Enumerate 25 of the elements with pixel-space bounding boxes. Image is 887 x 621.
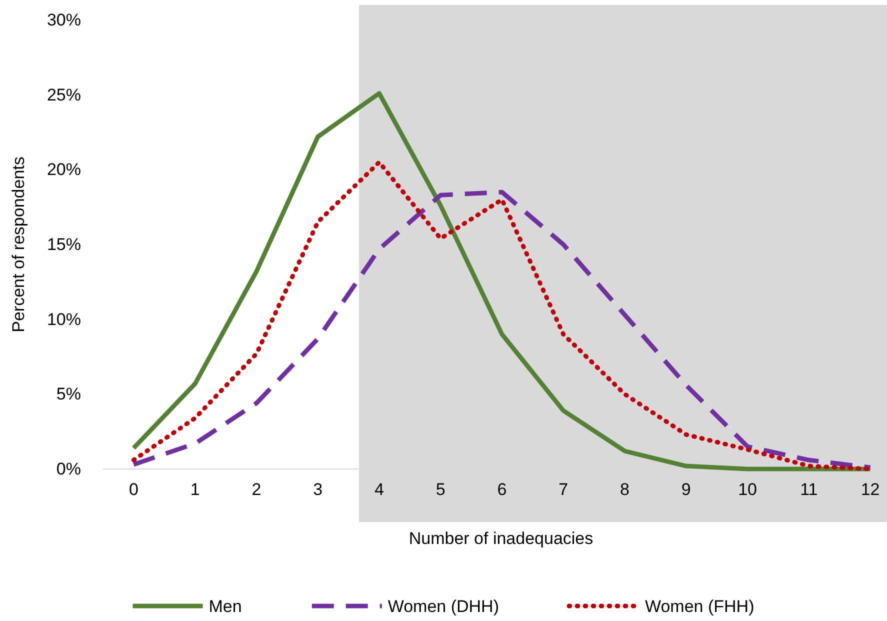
y-tick-label: 5% <box>56 384 81 404</box>
x-tick-label: 8 <box>620 480 630 500</box>
x-tick-label: 5 <box>436 480 446 500</box>
x-tick-label: 2 <box>252 480 262 500</box>
x-tick-label: 1 <box>190 480 200 500</box>
y-axis-title: Percent of respondents <box>9 156 28 332</box>
y-tick-label: 25% <box>46 85 81 104</box>
x-tick-label: 9 <box>681 480 691 500</box>
y-tick-label: 30% <box>46 10 81 30</box>
x-tick-label: 12 <box>860 480 880 500</box>
x-tick-label: 11 <box>800 480 818 500</box>
legend-label: Women (DHH) <box>388 597 499 616</box>
x-tick-label: 7 <box>558 480 568 500</box>
y-tick-label: 20% <box>46 160 81 180</box>
legend-label: Men <box>208 597 242 616</box>
y-tick-label: 10% <box>46 310 81 329</box>
x-tick-label: 10 <box>738 480 757 500</box>
y-tick-label: 0% <box>56 459 81 478</box>
x-tick-label: 6 <box>497 480 507 500</box>
legend-label: Women (FHH) <box>644 597 754 616</box>
x-axis-title: Number of inadequacies <box>408 529 594 548</box>
x-tick-label: 0 <box>128 480 138 500</box>
y-tick-label: 15% <box>46 234 81 254</box>
x-tick-label: 3 <box>313 480 323 500</box>
x-tick-label: 4 <box>374 480 384 500</box>
